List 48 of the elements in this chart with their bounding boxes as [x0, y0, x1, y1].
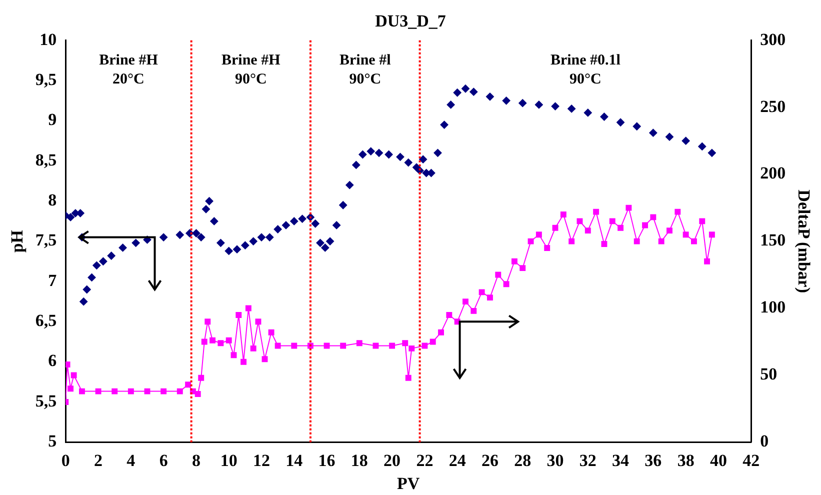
y-tick-label: 7,5: [35, 230, 57, 250]
y2-tick-label: 200: [760, 164, 786, 183]
y2-tick-label: 100: [760, 298, 786, 317]
x-tick-label: 28: [514, 450, 532, 470]
annotation: Brine #H 20°C: [99, 52, 158, 88]
x-tick-label: 10: [220, 450, 238, 470]
y2-tick-label: 300: [760, 30, 786, 49]
x-tick-label: 26: [481, 450, 498, 470]
x-axis-title: PV: [397, 474, 420, 494]
y-tick-label: 10: [40, 30, 57, 49]
y-axis-title: pH: [8, 230, 27, 253]
y-tick-label: 5,5: [35, 391, 57, 410]
y2-tick-label: 150: [760, 230, 786, 250]
x-tick-label: 34: [612, 450, 630, 470]
x-tick-label: 8: [192, 450, 200, 470]
x-tick-label: 24: [448, 450, 466, 470]
x-tick-label: 38: [677, 450, 694, 470]
x-tick-label: 16: [318, 450, 336, 470]
x-tick-label: 40: [710, 450, 727, 470]
y2-tick-label: 250: [760, 96, 786, 116]
chart-title: DU3_D_7: [375, 12, 446, 31]
x-tick-label: 36: [644, 450, 662, 470]
y-tick-label: 9,5: [35, 70, 57, 89]
y-tick-label: 6: [48, 351, 57, 370]
x-tick-label: 12: [252, 450, 270, 470]
y2-tick-label: 0: [760, 432, 769, 451]
x-tick-label: 20: [384, 450, 401, 470]
y-tick-label: 8: [48, 190, 57, 210]
x-tick-label: 14: [286, 450, 304, 470]
x-tick-label: 4: [126, 450, 136, 470]
y2-tick-label: 50: [760, 364, 778, 384]
annotation: Brine #l 90°C: [340, 52, 391, 88]
x-tick-label: 0: [61, 450, 70, 470]
y-tick-label: 6,5: [35, 311, 57, 330]
x-tick-label: 18: [350, 450, 368, 470]
y-tick-label: 9: [48, 110, 57, 130]
y2-axis-title: DeltaP (mbar): [794, 190, 814, 293]
x-tick-label: 30: [546, 450, 564, 470]
y-tick-label: 5: [48, 432, 57, 451]
x-tick-label: 2: [94, 450, 103, 470]
x-tick-label: 32: [579, 450, 596, 470]
x-tick-label: 22: [416, 450, 434, 470]
x-tick-label: 6: [159, 450, 168, 470]
annotation: Brine #H 90°C: [222, 52, 281, 88]
annotation: Brine #0.1l 90°C: [550, 52, 620, 88]
y-tick-label: 8,5: [35, 150, 57, 170]
x-tick-label: 42: [742, 450, 760, 470]
y-tick-label: 7: [48, 270, 58, 290]
